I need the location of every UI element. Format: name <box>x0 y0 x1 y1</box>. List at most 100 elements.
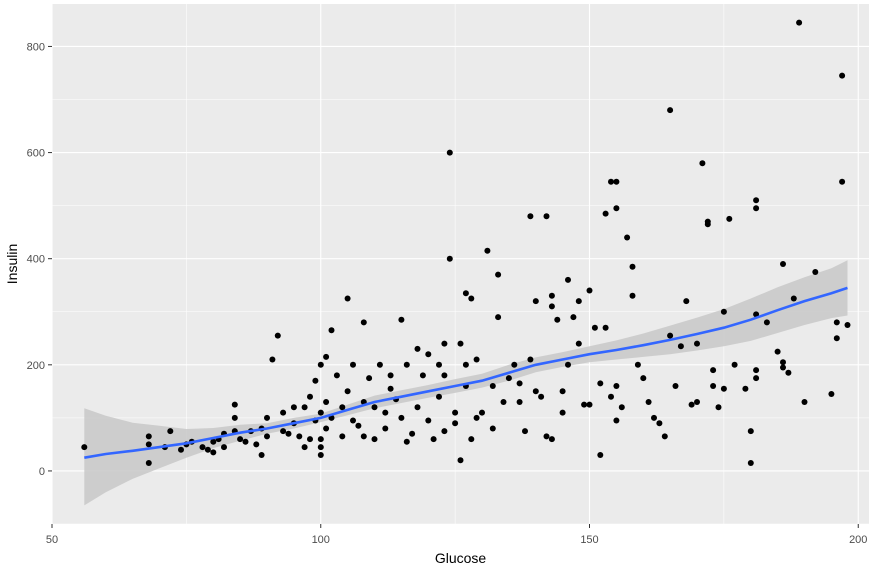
data-point <box>694 340 700 347</box>
data-point <box>688 401 695 408</box>
x-axis-ticks: 50 100 150 200 <box>46 524 867 546</box>
data-point <box>839 72 846 79</box>
data-point <box>634 361 641 368</box>
data-point <box>307 393 313 400</box>
data-point <box>844 322 851 328</box>
data-point <box>833 335 840 342</box>
data-point <box>742 385 749 392</box>
data-point <box>753 311 760 318</box>
data-point <box>414 404 421 411</box>
data-point <box>629 292 636 299</box>
data-point <box>419 372 426 379</box>
data-point <box>548 436 555 443</box>
data-point <box>398 316 405 323</box>
data-point <box>548 292 555 299</box>
x-axis-title: Glucose <box>435 550 487 566</box>
data-point <box>462 361 469 368</box>
data-point <box>731 361 738 368</box>
data-point <box>602 210 609 217</box>
data-point <box>307 436 313 443</box>
data-point <box>801 399 808 405</box>
data-point <box>570 314 577 321</box>
data-point <box>382 409 389 416</box>
data-point <box>710 383 717 389</box>
data-point <box>710 367 717 374</box>
data-point <box>720 308 727 315</box>
data-point <box>231 401 238 408</box>
data-point <box>484 247 491 254</box>
data-point <box>774 348 781 355</box>
data-point <box>828 391 835 397</box>
data-point <box>726 215 733 222</box>
data-point <box>462 290 469 297</box>
data-point <box>210 438 217 445</box>
y-tick-label: 200 <box>27 360 45 372</box>
data-point <box>532 388 539 395</box>
data-point <box>355 422 362 429</box>
data-point <box>747 460 754 466</box>
data-point <box>382 425 389 432</box>
data-point <box>753 367 760 374</box>
data-point <box>747 428 754 435</box>
data-point <box>500 399 507 405</box>
data-point <box>645 399 652 405</box>
smooth-trend-line <box>84 286 848 459</box>
data-point <box>699 160 706 167</box>
data-point <box>640 375 647 382</box>
data-point <box>452 409 459 416</box>
data-point <box>505 375 512 382</box>
data-point <box>839 178 846 185</box>
data-point <box>145 441 152 448</box>
data-point <box>489 425 496 432</box>
data-point <box>780 364 786 371</box>
data-point <box>479 409 485 416</box>
data-point <box>323 425 330 432</box>
data-point <box>436 393 442 400</box>
data-point <box>350 361 356 368</box>
data-point <box>81 444 88 451</box>
data-point <box>785 369 792 376</box>
data-point <box>489 383 496 389</box>
data-point <box>548 303 555 310</box>
data-point <box>145 433 152 440</box>
data-point <box>516 380 523 387</box>
data-point <box>280 428 287 435</box>
data-point <box>511 361 518 368</box>
data-point <box>753 197 760 204</box>
data-point <box>597 380 604 387</box>
data-point <box>473 414 480 421</box>
data-point <box>387 372 394 379</box>
data-point <box>387 385 394 392</box>
data-point <box>613 205 620 212</box>
data-point <box>586 287 593 294</box>
data-point <box>559 388 566 395</box>
data-point <box>371 436 378 443</box>
x-tick-label: 100 <box>312 534 330 546</box>
data-point <box>468 436 475 443</box>
data-point <box>253 441 260 448</box>
data-point <box>446 149 453 156</box>
data-point <box>339 433 346 440</box>
data-point <box>812 269 819 275</box>
data-point <box>237 436 244 443</box>
data-point <box>457 340 464 347</box>
data-point <box>425 417 432 424</box>
data-point <box>608 178 614 185</box>
data-point <box>613 383 620 389</box>
x-tick-label: 200 <box>849 534 867 546</box>
data-point <box>376 361 383 368</box>
data-point <box>441 340 448 347</box>
data-point <box>468 295 475 302</box>
data-point <box>763 319 770 326</box>
y-axis-title: Insulin <box>4 244 20 284</box>
data-point <box>328 327 335 334</box>
data-point <box>264 414 270 421</box>
data-point <box>591 324 598 331</box>
data-point <box>285 430 292 437</box>
data-point <box>441 428 448 435</box>
data-point <box>516 399 523 405</box>
data-point <box>258 452 265 458</box>
data-point <box>559 409 566 416</box>
data-point <box>661 433 668 440</box>
